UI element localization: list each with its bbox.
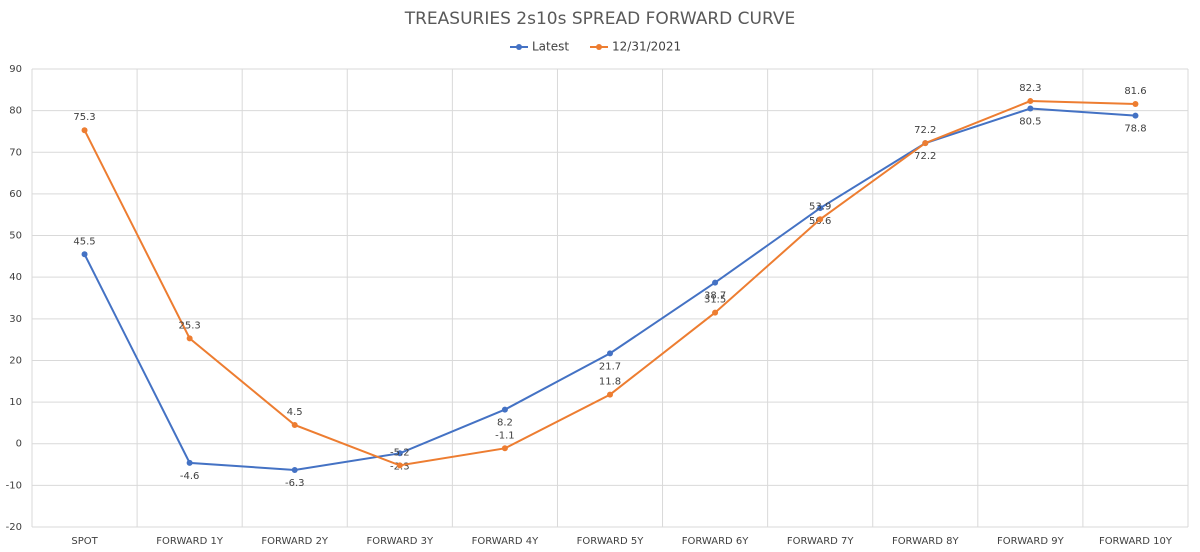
data-label: -5.2 [390, 447, 410, 458]
y-tick-label: 20 [9, 355, 22, 366]
data-label: 45.5 [73, 236, 95, 247]
data-point [186, 335, 193, 342]
data-point [817, 216, 824, 223]
data-label: -6.3 [285, 478, 305, 489]
data-label: 38.7 [704, 291, 726, 302]
x-tick-label: FORWARD 10Y [1099, 536, 1173, 547]
data-label: 8.2 [497, 418, 513, 429]
y-tick-label: 70 [9, 147, 22, 158]
y-tick-label: 0 [16, 439, 22, 450]
data-point [607, 350, 613, 357]
data-label: 11.8 [599, 377, 621, 388]
data-point [607, 391, 613, 398]
x-tick-label: FORWARD 3Y [366, 536, 434, 547]
y-tick-label: 90 [9, 64, 22, 75]
data-label: 81.6 [1124, 86, 1146, 97]
x-tick-label: FORWARD 6Y [682, 536, 750, 547]
x-tick-label: FORWARD 7Y [787, 536, 855, 547]
data-label: 72.2 [914, 151, 936, 162]
data-point [81, 127, 88, 134]
data-point [1132, 100, 1139, 107]
legend-marker [596, 44, 602, 50]
data-point [712, 309, 719, 316]
data-point [396, 450, 403, 457]
data-label: 4.5 [287, 407, 303, 418]
x-tick-label: FORWARD 1Y [156, 536, 224, 547]
data-point [1132, 112, 1139, 119]
data-point [922, 140, 929, 147]
data-point [396, 462, 403, 469]
data-point [291, 421, 298, 428]
y-tick-label: -20 [6, 522, 22, 533]
y-tick-label: 40 [9, 272, 22, 283]
legend-label: Latest [532, 40, 569, 54]
x-tick-label: FORWARD 8Y [892, 536, 960, 547]
data-point [501, 406, 508, 413]
y-tick-label: 30 [9, 314, 22, 325]
data-label: 21.7 [599, 361, 621, 372]
data-label: 75.3 [73, 112, 95, 123]
legend-marker [516, 44, 522, 50]
y-tick-label: 80 [9, 106, 22, 117]
y-tick-label: 60 [9, 189, 22, 200]
y-tick-label: 50 [9, 231, 22, 242]
data-point [712, 279, 719, 286]
x-tick-label: FORWARD 2Y [261, 536, 329, 547]
data-label: 53.9 [809, 201, 831, 212]
data-point [501, 445, 508, 452]
data-label: -1.1 [495, 430, 515, 441]
data-label: -4.6 [180, 471, 200, 482]
data-point [81, 251, 88, 258]
data-label: 82.3 [1019, 83, 1041, 94]
data-point [1027, 98, 1034, 105]
x-tick-label: SPOT [71, 536, 98, 547]
data-point [817, 205, 824, 212]
data-point [1027, 105, 1034, 112]
data-point [186, 459, 193, 466]
data-label: 31.5 [704, 295, 726, 306]
legend-label: 12/31/2021 [612, 40, 681, 54]
data-label: 80.5 [1019, 117, 1041, 128]
x-tick-label: FORWARD 4Y [472, 536, 540, 547]
x-tick-label: FORWARD 9Y [997, 536, 1065, 547]
chart-title: TREASURIES 2s10s SPREAD FORWARD CURVE [404, 9, 796, 29]
data-label: 72.2 [914, 125, 936, 136]
data-label: 25.3 [179, 320, 201, 331]
y-tick-label: -10 [6, 480, 22, 491]
data-point [291, 466, 298, 473]
y-tick-label: 10 [9, 397, 22, 408]
x-tick-label: FORWARD 5Y [577, 536, 645, 547]
data-label: 78.8 [1124, 124, 1146, 135]
